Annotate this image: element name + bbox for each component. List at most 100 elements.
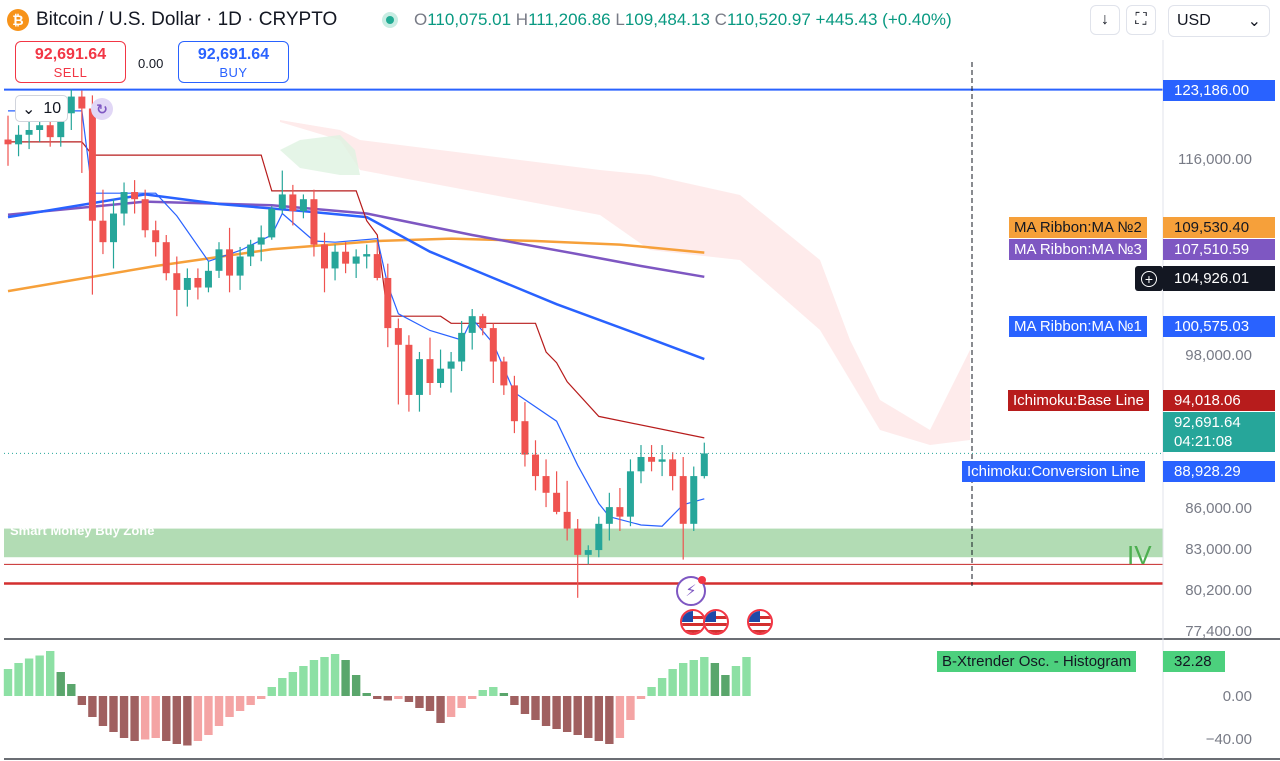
histogram-bar [710, 663, 720, 696]
candle [542, 476, 550, 493]
axis-label: 0.00 [1222, 688, 1252, 705]
histogram-bar [246, 696, 255, 705]
candle [57, 113, 65, 138]
candle [384, 277, 392, 329]
histogram-bar [351, 675, 361, 696]
histogram-bar [626, 696, 635, 720]
candle [183, 277, 191, 290]
candle [257, 237, 265, 245]
histogram-bar [257, 696, 266, 699]
histogram-bar [172, 696, 181, 744]
candle [521, 421, 529, 455]
candle [426, 359, 434, 383]
histogram-bar [541, 696, 551, 726]
histogram-bar [330, 654, 340, 696]
ma1-line [7, 193, 705, 361]
histogram-bar [14, 663, 23, 696]
candle [289, 194, 297, 212]
histogram-bar [373, 696, 382, 699]
candle [373, 254, 381, 278]
candle [141, 199, 149, 231]
histogram-bar [267, 687, 276, 696]
chevron-down-icon: ⌄ [1247, 13, 1261, 30]
axis-label: 80,200.00 [1185, 582, 1252, 599]
symbol-title[interactable]: Bitcoin / U.S. Dollar · 1D · CRYPTO [36, 9, 338, 30]
histogram-bar [67, 684, 76, 696]
download-button[interactable]: ↓ [1090, 5, 1120, 35]
us-flag-icon[interactable] [747, 609, 773, 635]
buy-button[interactable]: 92,691.64 BUY [178, 41, 289, 83]
sell-button[interactable]: 92,691.64 SELL [15, 41, 126, 83]
histogram-bar [3, 669, 13, 696]
low-value: 109,484.13 [624, 10, 710, 29]
low-label: L [615, 10, 625, 29]
candle [110, 213, 117, 243]
histogram-bar [731, 666, 741, 696]
candle [342, 251, 350, 264]
histogram-bar [362, 693, 371, 696]
elliott-wave-label: IV [1127, 540, 1152, 570]
candle [268, 208, 276, 238]
candle [152, 230, 160, 243]
base-line-value: 94,018.06 [1163, 390, 1275, 411]
histogram-bar [404, 696, 414, 702]
conversion-line-tag: Ichimoku:Conversion Line [962, 461, 1145, 482]
ma3-tag: MA Ribbon:MA №3 [1009, 239, 1147, 260]
interval-select[interactable]: ⌄ 10 [15, 95, 68, 122]
candle [500, 361, 508, 386]
candle [626, 471, 634, 517]
histogram-bar [647, 687, 656, 696]
buy-label: BUY [219, 65, 248, 80]
candle [415, 359, 423, 395]
candle [394, 328, 402, 345]
candle [510, 385, 518, 422]
candle [15, 134, 23, 145]
horizontal-line-price-tag[interactable]: 123,186.00 [1163, 80, 1275, 101]
histogram-bar [478, 690, 487, 696]
candle [679, 476, 687, 524]
histogram-bar [151, 696, 160, 738]
histogram-bar [457, 696, 466, 708]
candle [173, 273, 181, 290]
smart-money-buy-zone [4, 528, 1163, 558]
ma1-value: 100,575.03 [1163, 316, 1275, 337]
ichimoku-cloud-bull [280, 135, 360, 175]
candle [278, 194, 286, 209]
ma2-value: 109,530.40 [1163, 217, 1275, 238]
candle [700, 453, 708, 477]
candle [310, 199, 318, 245]
open-value: 110,075.01 [427, 10, 512, 29]
us-flag-icon[interactable] [680, 609, 706, 635]
histogram-bar [162, 696, 171, 741]
candle [637, 456, 645, 472]
histogram-bar [721, 675, 730, 696]
chart-header: ₿ Bitcoin / U.S. Dollar · 1D · CRYPTO O1… [0, 0, 1280, 40]
fullscreen-button[interactable]: ⛶ [1126, 5, 1156, 35]
histogram-bar [689, 660, 698, 696]
candle [46, 125, 54, 138]
earnings-event-icon[interactable]: ⚡ [676, 576, 706, 606]
histogram-bar [88, 696, 97, 717]
market-open-icon [382, 12, 398, 28]
close-label: C [714, 10, 727, 29]
histogram-bar [531, 696, 540, 720]
interval-value: 10 [43, 99, 62, 117]
base-line-tag: Ichimoku:Base Line [1008, 390, 1149, 411]
candle [437, 368, 445, 383]
us-flag-icon[interactable] [703, 609, 729, 635]
candle [321, 244, 328, 269]
axis-label: 86,000.00 [1185, 500, 1252, 517]
histogram-bar [109, 696, 118, 732]
ma1-tag: MA Ribbon:MA №1 [1009, 316, 1147, 337]
histogram-bar [193, 696, 203, 741]
candle [458, 332, 466, 362]
histogram-bar [204, 696, 213, 735]
currency-select[interactable]: USD ⌄ [1168, 5, 1270, 37]
candle [605, 507, 613, 524]
histogram-bar [668, 669, 677, 696]
histogram-bar [510, 696, 519, 705]
add-alert-button[interactable]: + [1135, 266, 1163, 291]
refresh-icon[interactable]: ↻ [91, 98, 113, 120]
high-value: 111,206.86 [528, 10, 611, 29]
